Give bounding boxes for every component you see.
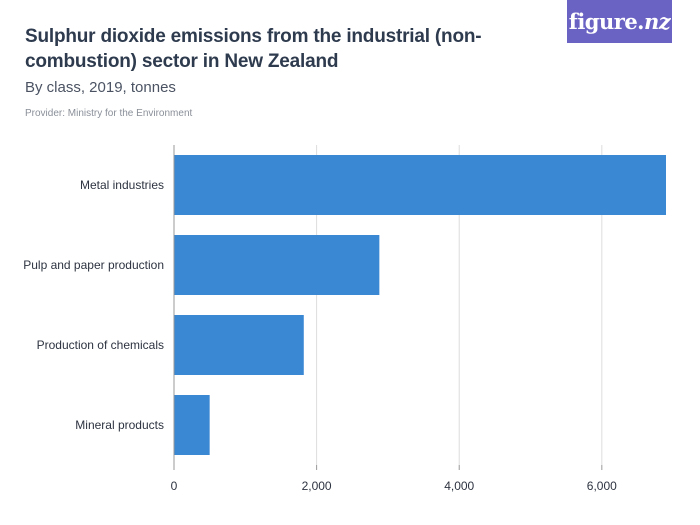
- chart-title: Sulphur dioxide emissions from the indus…: [25, 26, 482, 72]
- bar-1[interactable]: [174, 235, 380, 295]
- x-tick-label-1: 2,000: [302, 479, 332, 493]
- bar-2[interactable]: [174, 315, 304, 375]
- category-label-0: Metal industries: [80, 178, 164, 192]
- x-tick-label-2: 4,000: [444, 479, 474, 493]
- logo-brand-text: figure.: [568, 9, 645, 34]
- x-tick-label-0: 0: [171, 479, 178, 493]
- bars: [174, 155, 666, 455]
- chart-subtitle: By class, 2019, tonnes: [25, 79, 176, 96]
- category-label-2: Production of chemicals: [37, 338, 164, 352]
- figure-nz-logo[interactable]: figure. nz: [567, 0, 672, 43]
- category-labels: Metal industries Pulp and paper productio…: [23, 178, 164, 432]
- x-axis-ticks: 0 2,000 4,000 6,000: [171, 145, 617, 493]
- bar-3[interactable]: [174, 395, 210, 455]
- category-label-1: Pulp and paper production: [23, 258, 164, 272]
- data-provider: Provider: Ministry for the Environment: [25, 108, 193, 119]
- logo-suffix-text: nz: [644, 9, 671, 34]
- x-tick-label-3: 6,000: [587, 479, 617, 493]
- category-label-3: Mineral products: [75, 418, 164, 432]
- bar-0[interactable]: [174, 155, 666, 215]
